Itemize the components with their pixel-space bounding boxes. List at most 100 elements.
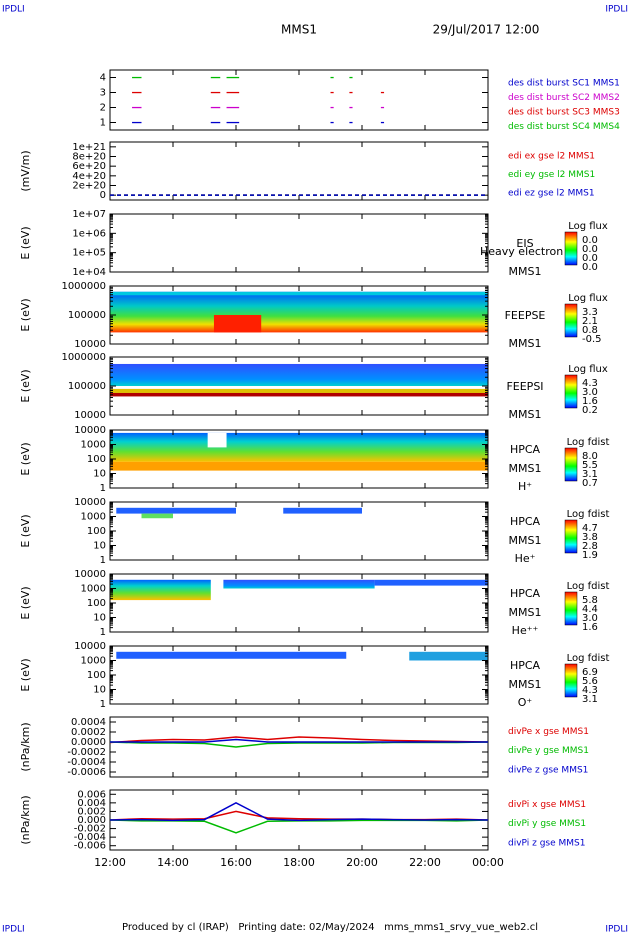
colorbar-tick-label: 8.0: [582, 451, 598, 462]
y-tick-label: 1: [100, 118, 106, 129]
colorbar-title: Log fdist: [567, 653, 610, 664]
y-tick-label: 0.0000: [71, 737, 106, 748]
legend-label: edi ey gse l2 MMS1: [508, 170, 595, 180]
y-tick-label: 100: [87, 598, 106, 609]
burst-interval: [380, 121, 385, 124]
y-tick-label: 1000: [81, 512, 106, 523]
y-tick-label: 2: [100, 103, 106, 114]
spectrogram-fill: [223, 579, 375, 589]
series-line: [109, 819, 489, 834]
colorbar-title: Log fdist: [567, 581, 610, 592]
colorbar-tick-label: 1.9: [582, 550, 598, 561]
corner-label: IPDLI: [2, 5, 25, 15]
colorbar-title: Log fdist: [567, 437, 610, 448]
spectrogram-fill: [141, 513, 173, 519]
spectrogram-fill: [110, 392, 488, 397]
panel-label: HPCA: [510, 443, 541, 456]
colorbar-tick-label: 0.0: [582, 244, 598, 255]
colorbar: [564, 591, 578, 626]
legend-label: edi ex gse l2 MMS1: [508, 151, 595, 161]
spectrogram-fill: [283, 507, 362, 514]
legend-label: divPe z gse MMS1: [508, 765, 588, 775]
y-tick-label: 1e+06: [72, 228, 106, 239]
burst-interval: [330, 106, 334, 109]
panel-label: MMS1: [509, 265, 542, 278]
panel-label: MMS1: [509, 678, 542, 691]
colorbar-title: Log flux: [568, 293, 608, 304]
corner-label: IPDLI: [605, 5, 628, 15]
colorbar-title: Log fdist: [567, 509, 610, 520]
y-axis-label: E (eV): [19, 514, 32, 547]
y-tick-label: 3: [100, 88, 106, 99]
series-line: [109, 810, 489, 821]
panel-label: MMS1: [509, 534, 542, 547]
x-tick-label: 14:00: [157, 856, 189, 869]
y-tick-label: 0.002: [77, 806, 106, 817]
x-tick-label: 16:00: [220, 856, 252, 869]
spectrogram-fill: [110, 291, 488, 296]
panel-label: H⁺: [518, 480, 532, 493]
x-tick-label: 00:00: [472, 856, 504, 869]
legend-label: divPi x gse MMS1: [508, 800, 586, 810]
panel-frame: [109, 69, 489, 131]
colorbar-tick-label: 4.7: [582, 523, 598, 534]
colorbar-tick-label: 6.9: [582, 667, 598, 678]
y-tick-label: 1000: [81, 656, 106, 667]
colorbar-tick-label: 4.4: [582, 604, 598, 615]
y-tick-label: 10: [93, 469, 106, 480]
burst-interval: [132, 76, 142, 79]
panel-frame: [109, 716, 489, 778]
colorbar-tick-label: 0.0: [582, 262, 598, 273]
burst-interval: [349, 121, 353, 124]
colorbar-tick-label: 0.0: [582, 235, 598, 246]
burst-interval: [330, 76, 334, 79]
colorbar-tick-label: 2.1: [582, 316, 598, 327]
y-tick-label: -0.0004: [67, 757, 106, 768]
plot-title: MMS1: [281, 23, 317, 37]
colorbar-tick-label: 3.1: [582, 469, 598, 480]
y-tick-label: 100: [87, 454, 106, 465]
spectrogram-fill: [213, 315, 262, 333]
colorbar: [564, 663, 578, 698]
colorbar-tick-label: 5.5: [582, 460, 598, 471]
y-tick-label: 1: [100, 627, 106, 638]
colorbar: [564, 374, 578, 409]
y-tick-label: 0.004: [77, 798, 106, 809]
y-tick-label: 8e+20: [72, 152, 106, 163]
panel-label: MMS1: [509, 462, 542, 475]
footer: Produced by cl (IRAP) Printing date: 02/…: [122, 922, 538, 933]
colorbar-tick-label: 1.6: [582, 396, 598, 407]
burst-interval: [226, 91, 240, 94]
colorbar-tick-label: 3.0: [582, 387, 598, 398]
colorbar-tick-label: 2.8: [582, 541, 598, 552]
legend-label: divPe x gse MMS1: [508, 727, 589, 737]
burst-interval: [226, 121, 240, 124]
y-axis-label: E (eV): [19, 658, 32, 691]
colorbar-tick-label: 3.1: [582, 694, 598, 705]
burst-interval: [349, 106, 353, 109]
y-tick-label: 4: [100, 73, 106, 84]
panel-label: FEEPSI: [506, 380, 543, 393]
spectrogram-fill: [110, 432, 488, 462]
colorbar: [564, 303, 578, 338]
y-tick-label: -0.0002: [67, 747, 106, 758]
y-tick-label: 2e+20: [72, 181, 106, 192]
colorbar-tick-label: 0.8: [582, 325, 598, 336]
burst-interval: [210, 121, 221, 124]
legend-label: divPi z gse MMS1: [508, 838, 585, 848]
x-tick-label: 12:00: [94, 856, 126, 869]
burst-interval: [380, 91, 385, 94]
series-line: [109, 736, 489, 744]
y-tick-label: 1000: [81, 440, 106, 451]
spectrogram-fill: [110, 461, 488, 471]
burst-interval: [330, 91, 334, 94]
y-axis-label: E (eV): [19, 442, 32, 475]
y-tick-label: 1000: [81, 584, 106, 595]
overlay-label: Heavy electron to: [480, 245, 578, 258]
panel-label: O⁺: [518, 696, 533, 709]
y-tick-label: -0.006: [74, 841, 106, 852]
y-axis-label: E (eV): [19, 226, 32, 259]
colorbar-tick-label: 0.7: [582, 478, 598, 489]
y-tick-label: 0.0002: [71, 727, 106, 738]
